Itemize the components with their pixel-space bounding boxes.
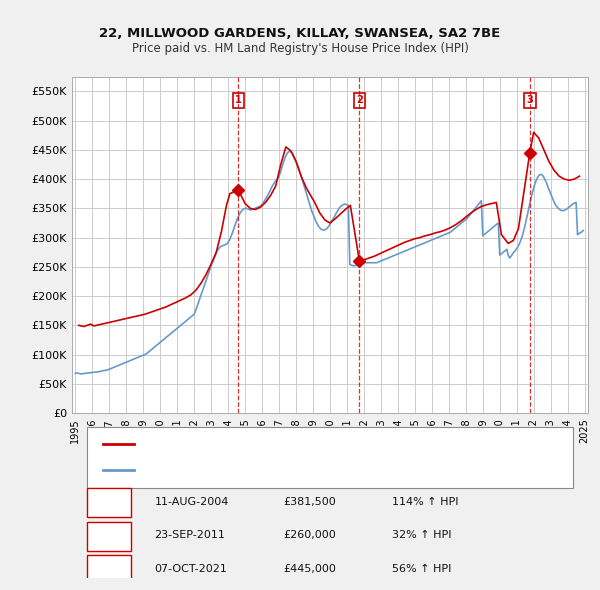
Text: HPI: Average price, detached house, Swansea: HPI: Average price, detached house, Swan… (144, 465, 352, 474)
Text: £445,000: £445,000 (284, 564, 337, 574)
Text: 1: 1 (106, 497, 113, 507)
FancyBboxPatch shape (88, 522, 131, 550)
Text: 23-SEP-2011: 23-SEP-2011 (155, 530, 226, 540)
FancyBboxPatch shape (88, 555, 131, 584)
Text: £381,500: £381,500 (284, 497, 337, 507)
Text: 114% ↑ HPI: 114% ↑ HPI (392, 497, 458, 507)
Text: 3: 3 (526, 95, 533, 105)
Text: 2: 2 (356, 95, 363, 105)
Text: 3: 3 (106, 564, 113, 574)
Text: £260,000: £260,000 (284, 530, 337, 540)
Text: 11-AUG-2004: 11-AUG-2004 (155, 497, 229, 507)
Text: 2: 2 (106, 530, 113, 540)
Text: 32% ↑ HPI: 32% ↑ HPI (392, 530, 451, 540)
Text: 07-OCT-2021: 07-OCT-2021 (155, 564, 227, 574)
FancyBboxPatch shape (88, 488, 131, 517)
Text: 22, MILLWOOD GARDENS, KILLAY, SWANSEA, SA2 7BE: 22, MILLWOOD GARDENS, KILLAY, SWANSEA, S… (100, 27, 500, 40)
FancyBboxPatch shape (88, 427, 572, 488)
Text: 56% ↑ HPI: 56% ↑ HPI (392, 564, 451, 574)
Text: 22, MILLWOOD GARDENS, KILLAY, SWANSEA, SA2 7BE (detached house): 22, MILLWOOD GARDENS, KILLAY, SWANSEA, S… (144, 439, 469, 448)
Text: Price paid vs. HM Land Registry's House Price Index (HPI): Price paid vs. HM Land Registry's House … (131, 42, 469, 55)
Text: 1: 1 (235, 95, 242, 105)
